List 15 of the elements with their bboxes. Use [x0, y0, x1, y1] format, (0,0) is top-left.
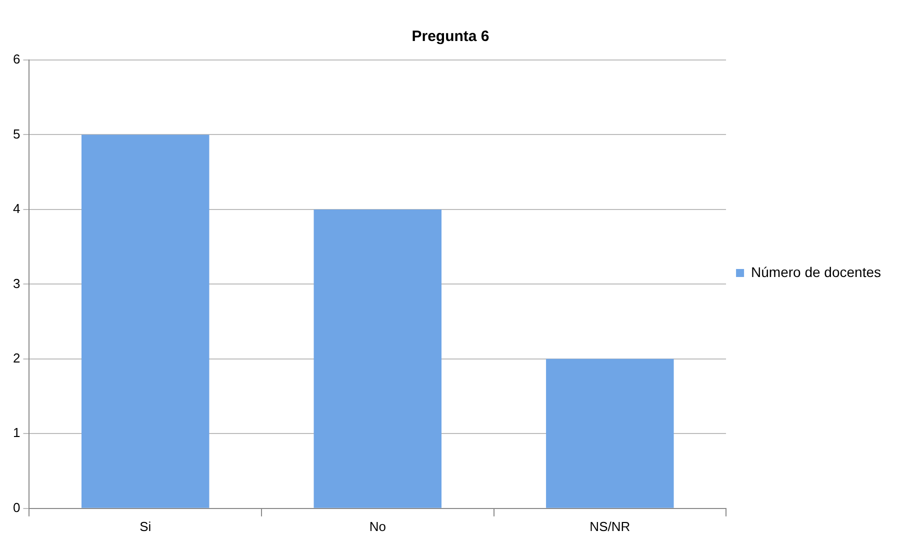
x-tick-label: Si [140, 518, 152, 534]
y-tick-label: 3 [12, 276, 20, 291]
y-tick-label: 1 [12, 425, 20, 440]
y-tick-label: 2 [12, 350, 20, 366]
y-tick-label: 5 [12, 126, 20, 142]
legend-label: Número de docentes [751, 264, 882, 280]
bar [314, 209, 442, 508]
y-tick-label: 6 [12, 52, 20, 67]
x-tick-label: NS/NR [590, 518, 630, 534]
y-tick-label: 4 [12, 201, 20, 216]
y-tick-label: 0 [12, 500, 20, 515]
x-tick-label: No [369, 518, 386, 534]
bar [546, 358, 674, 508]
chart-title: Pregunta 6 [412, 28, 490, 46]
bar [81, 134, 210, 508]
